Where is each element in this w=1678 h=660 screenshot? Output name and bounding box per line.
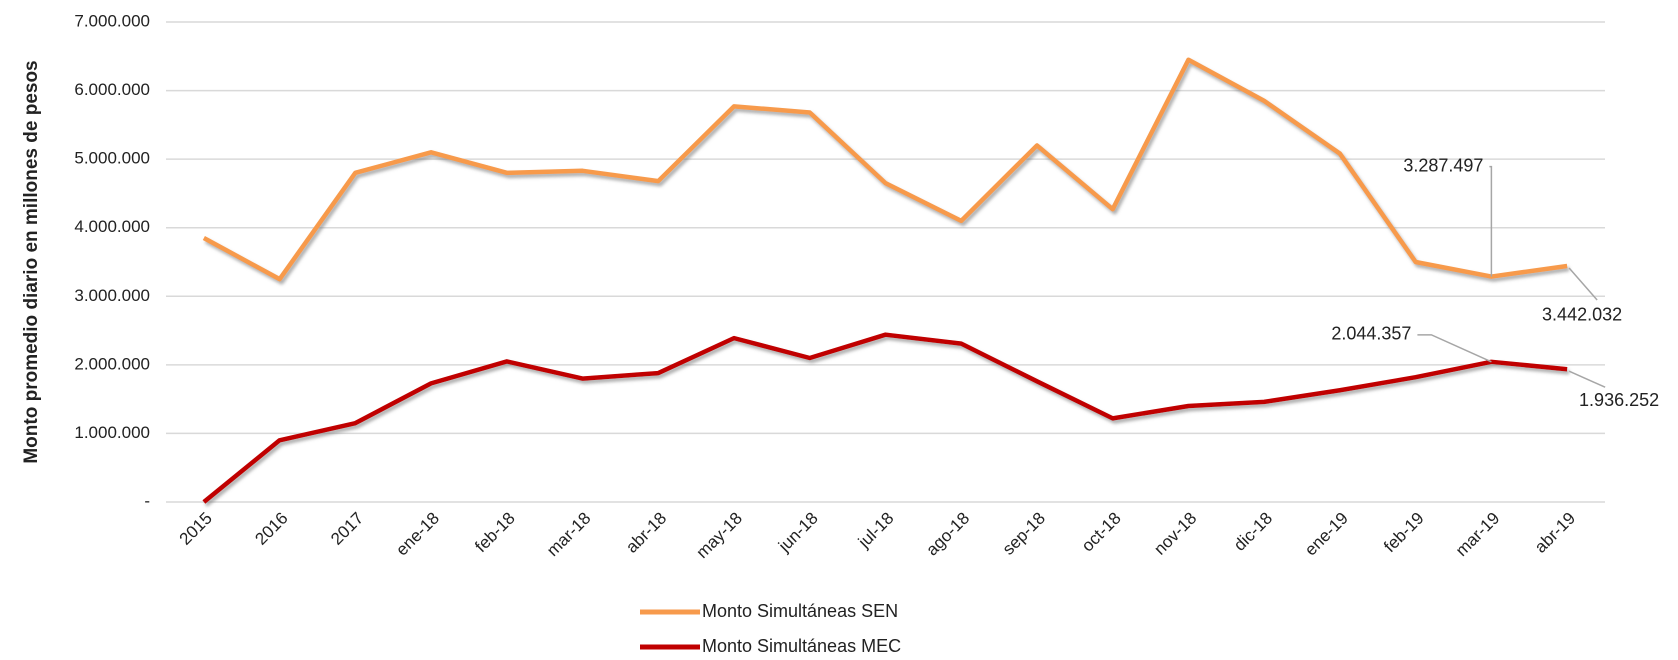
- y-tick-label: 6.000.000: [74, 80, 150, 99]
- y-axis-title: Monto promedio diario en millones de pes…: [21, 60, 42, 463]
- y-tick-label: 5.000.000: [74, 149, 150, 168]
- x-tick-label: ene-19: [1301, 509, 1352, 560]
- x-tick-label: mar-18: [543, 509, 595, 561]
- x-tick-label: sep-18: [999, 509, 1049, 559]
- series-line: [202, 332, 1568, 504]
- leader-line: [1417, 334, 1492, 363]
- x-tick-label: jul-18: [854, 509, 898, 553]
- x-tick-label: oct-18: [1078, 509, 1125, 556]
- x-tick-label: dic-18: [1230, 509, 1276, 555]
- x-tick-label: feb-19: [1380, 509, 1428, 557]
- x-tick-label: mar-19: [1452, 509, 1504, 561]
- y-tick-label: 1.000.000: [74, 423, 150, 442]
- x-tick-label: abr-18: [622, 509, 670, 557]
- legend-label: Monto Simultáneas MEC: [702, 636, 901, 656]
- x-tick-label: may-18: [693, 509, 747, 563]
- y-tick-label: -: [144, 491, 150, 510]
- y-tick-label: 2.000.000: [74, 354, 150, 373]
- x-tick-label: ene-18: [392, 509, 443, 560]
- data-label: 2.044.357: [1331, 324, 1411, 344]
- leader-line: [1489, 165, 1493, 277]
- legend-label: Monto Simultáneas SEN: [702, 601, 898, 621]
- y-tick-label: 3.000.000: [74, 286, 150, 305]
- x-tick-label: ago-18: [922, 509, 973, 560]
- leader-line: [1568, 370, 1606, 388]
- y-tick-label: 4.000.000: [74, 217, 150, 236]
- x-tick-label: abr-19: [1531, 509, 1579, 557]
- leader-line: [1568, 267, 1598, 301]
- x-tick-label: nov-18: [1150, 509, 1200, 559]
- data-label: 1.936.252: [1579, 390, 1659, 410]
- data-label: 3.442.032: [1542, 305, 1622, 325]
- x-tick-label: feb-18: [471, 509, 519, 557]
- x-tick-label: 2015: [176, 509, 216, 549]
- data-label: 3.287.497: [1403, 155, 1483, 175]
- series-line: [202, 57, 1568, 282]
- x-tick-label: 2017: [327, 509, 367, 549]
- x-tick-label: 2016: [251, 509, 291, 549]
- y-tick-label: 7.000.000: [74, 11, 150, 30]
- x-tick-label: jun-18: [774, 509, 822, 557]
